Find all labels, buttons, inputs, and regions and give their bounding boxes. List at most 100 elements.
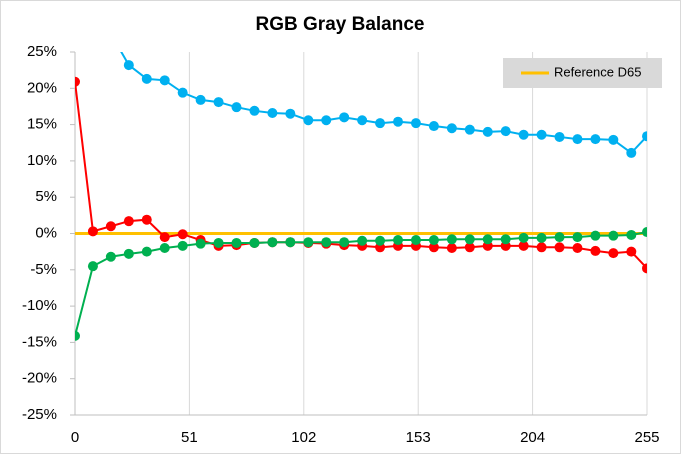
x-tick-label: 0: [71, 429, 79, 446]
data-point: [159, 232, 170, 243]
data-point: [554, 232, 565, 243]
plot-area: [75, 52, 647, 341]
data-point: [536, 242, 547, 253]
data-point: [608, 230, 619, 241]
data-point: [410, 118, 421, 129]
legend-label: Reference D65: [554, 64, 641, 79]
data-point: [608, 248, 619, 259]
data-point: [590, 230, 601, 241]
data-point: [231, 102, 242, 113]
data-point: [446, 243, 457, 254]
data-point: [105, 251, 116, 262]
data-point: [141, 214, 152, 225]
data-point: [608, 134, 619, 145]
chart-title: RGB Gray Balance: [256, 14, 425, 35]
data-point: [339, 237, 350, 248]
data-point: [642, 263, 647, 274]
data-point: [375, 118, 386, 129]
data-point: [428, 121, 439, 132]
data-point: [393, 116, 404, 127]
data-point: [464, 124, 475, 135]
y-tick-label: 10%: [27, 152, 57, 169]
y-tick-label: -20%: [22, 370, 57, 387]
data-point: [464, 234, 475, 245]
y-tick-label: -25%: [22, 406, 57, 423]
data-point: [75, 76, 80, 87]
y-tick-label: 25%: [27, 43, 57, 60]
data-point: [177, 240, 188, 251]
data-point: [285, 108, 296, 119]
data-point: [159, 243, 170, 254]
data-point: [321, 237, 332, 248]
data-point: [339, 112, 350, 123]
data-point: [141, 246, 152, 257]
x-tick-label: 255: [634, 429, 659, 446]
data-point: [267, 107, 278, 118]
data-point: [410, 235, 421, 246]
data-point: [285, 237, 296, 248]
data-point: [500, 126, 511, 137]
data-point: [231, 237, 242, 248]
data-point: [249, 105, 260, 116]
x-tick-label: 204: [520, 429, 545, 446]
data-point: [177, 229, 188, 240]
data-point: [393, 235, 404, 246]
data-point: [177, 87, 188, 98]
data-point: [321, 115, 332, 126]
data-point: [642, 227, 647, 238]
data-point: [572, 243, 583, 254]
y-tick-label: 15%: [27, 116, 57, 133]
data-point: [213, 237, 224, 248]
x-tick-label: 102: [291, 429, 316, 446]
data-point: [87, 261, 98, 272]
x-tick-label: 51: [181, 429, 198, 446]
data-point: [536, 232, 547, 243]
data-point: [195, 238, 206, 249]
data-point: [303, 115, 314, 126]
data-point: [572, 134, 583, 145]
data-point: [141, 73, 152, 84]
y-tick-label: -5%: [30, 261, 57, 278]
data-point: [590, 245, 601, 256]
data-point: [213, 97, 224, 108]
data-point: [428, 242, 439, 253]
data-point: [159, 75, 170, 86]
data-point: [482, 126, 493, 137]
y-tick-label: 0%: [35, 224, 57, 241]
data-point: [428, 235, 439, 246]
y-tick-label: -10%: [22, 297, 57, 314]
data-point: [75, 330, 80, 341]
data-point: [554, 242, 565, 253]
data-point: [249, 237, 260, 248]
data-point: [590, 134, 601, 145]
data-point: [642, 131, 647, 142]
data-point: [446, 234, 457, 245]
y-tick-label: 5%: [35, 188, 57, 205]
y-tick-label: 20%: [27, 79, 57, 96]
data-point: [626, 229, 637, 240]
data-point: [87, 226, 98, 237]
data-point: [357, 235, 368, 246]
data-point: [446, 123, 457, 134]
data-point: [626, 147, 637, 158]
data-point: [518, 240, 529, 251]
data-point: [554, 131, 565, 142]
data-point: [536, 129, 547, 140]
data-point: [500, 234, 511, 245]
data-point: [105, 221, 116, 232]
y-tick-label: -15%: [22, 333, 57, 350]
data-point: [357, 115, 368, 126]
data-point: [123, 60, 134, 71]
x-tick-label: 153: [406, 429, 431, 446]
data-point: [572, 232, 583, 243]
data-point: [267, 237, 278, 248]
data-point: [123, 216, 134, 227]
data-point: [303, 237, 314, 248]
data-point: [123, 248, 134, 259]
data-point: [518, 129, 529, 140]
data-point: [626, 246, 637, 257]
data-point: [195, 94, 206, 105]
data-point: [464, 242, 475, 253]
data-point: [482, 234, 493, 245]
